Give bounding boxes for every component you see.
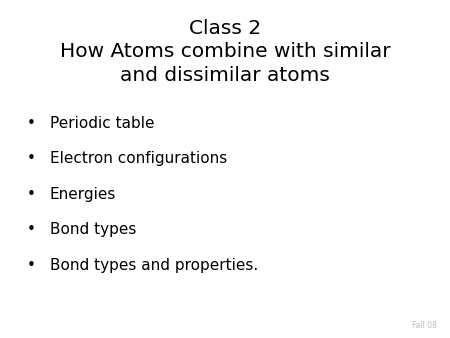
Text: Bond types: Bond types — [50, 222, 136, 237]
Text: Energies: Energies — [50, 187, 116, 202]
Text: and dissimilar atoms: and dissimilar atoms — [120, 66, 330, 85]
Text: Fall 08: Fall 08 — [412, 320, 436, 330]
Text: •: • — [27, 116, 36, 131]
Text: Periodic table: Periodic table — [50, 116, 154, 131]
Text: •: • — [27, 151, 36, 166]
Text: Bond types and properties.: Bond types and properties. — [50, 258, 258, 273]
Text: •: • — [27, 222, 36, 237]
Text: Class 2: Class 2 — [189, 19, 261, 38]
Text: •: • — [27, 187, 36, 202]
Text: How Atoms combine with similar: How Atoms combine with similar — [60, 42, 390, 61]
Text: •: • — [27, 258, 36, 273]
Text: Electron configurations: Electron configurations — [50, 151, 227, 166]
